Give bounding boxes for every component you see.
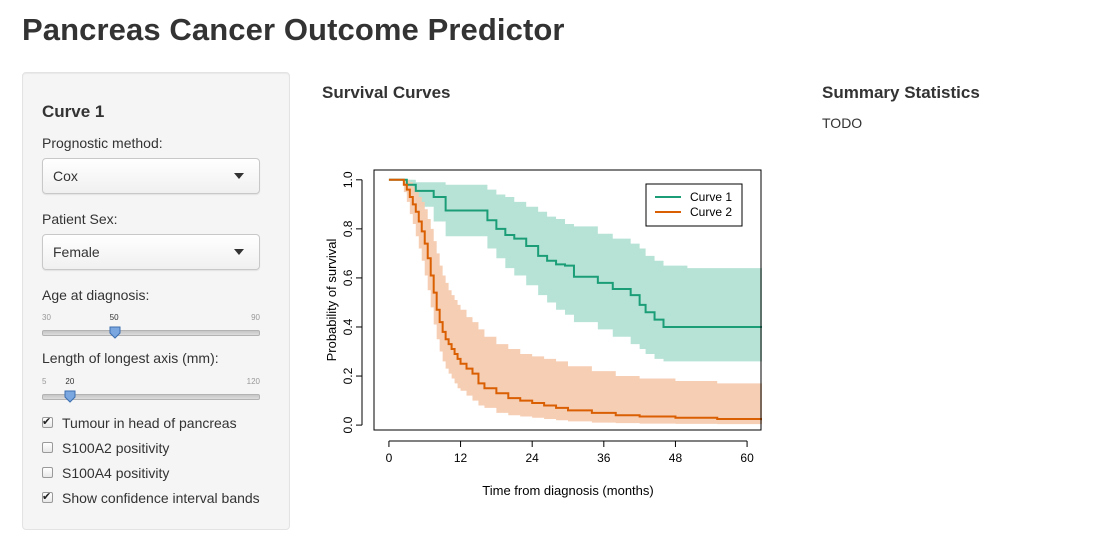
- checkmark-icon: ✔: [42, 416, 52, 428]
- checkbox-label: S100A2 positivity: [62, 440, 170, 456]
- survival-line-series-2: [388, 178, 762, 421]
- plot-frame: [373, 169, 762, 431]
- chevron-down-icon: [234, 249, 244, 255]
- y-tick-label: 0.0: [341, 416, 355, 433]
- survival-line-series-1: [388, 178, 762, 328]
- y-tick-label: 0.4: [341, 318, 355, 335]
- ci-band-series-1: [388, 179, 762, 362]
- age-slider-handle[interactable]: [109, 326, 121, 339]
- x-tick-label: 36: [597, 451, 611, 465]
- app-title: Pancreas Cancer Outcome Predictor: [22, 12, 565, 47]
- length-slider-max: 120: [246, 377, 260, 386]
- x-axis: 0 12 24 36 48 60: [386, 440, 754, 465]
- age-label: Age at diagnosis:: [42, 287, 150, 303]
- length-slider-value: 20: [65, 377, 75, 386]
- prognostic-method-label: Prognostic method:: [42, 135, 163, 151]
- age-slider[interactable]: 30 50 90: [42, 313, 260, 347]
- age-slider-track[interactable]: [42, 330, 260, 336]
- legend-box: [645, 183, 743, 227]
- age-slider-max: 90: [251, 313, 260, 322]
- x-tick-label: 24: [526, 451, 540, 465]
- checkbox-box[interactable]: ✔: [42, 491, 53, 503]
- ci-band-series-2: [388, 179, 762, 425]
- age-slider-min: 30: [42, 313, 51, 322]
- checkbox-box[interactable]: ✔: [42, 416, 53, 428]
- x-tick-label: 60: [740, 451, 754, 465]
- legend-label: Curve 2: [690, 205, 732, 219]
- summary-statistics-title: Summary Statistics: [822, 83, 980, 102]
- checkbox-label: S100A4 positivity: [62, 465, 170, 481]
- checkbox-label: Show confidence interval bands: [62, 490, 260, 506]
- patient-sex-label: Patient Sex:: [42, 211, 118, 227]
- x-axis-label: Time from diagnosis (months): [482, 483, 653, 498]
- checkmark-icon: ✔: [42, 491, 52, 503]
- patient-sex-select[interactable]: Female: [42, 234, 260, 270]
- patient-sex-value: Female: [53, 244, 100, 260]
- survival-curves-title: Survival Curves: [322, 83, 451, 102]
- survival-lines: [388, 178, 762, 421]
- x-tick-label: 12: [454, 451, 468, 465]
- y-tick-label: 0.6: [341, 269, 355, 286]
- y-axis-label: Probability of survival: [324, 238, 339, 361]
- y-tick-label: 0.2: [341, 367, 355, 384]
- chevron-down-icon: [234, 173, 244, 179]
- length-slider[interactable]: 5 20 120: [42, 377, 260, 411]
- checkbox-box[interactable]: [42, 442, 53, 453]
- checkbox-box[interactable]: [42, 467, 53, 478]
- legend-label: Curve 1: [690, 190, 732, 204]
- length-slider-handle[interactable]: [64, 390, 76, 403]
- y-tick-label: 0.8: [341, 220, 355, 237]
- length-slider-track[interactable]: [42, 394, 260, 400]
- y-axis: 0.0 0.2 0.4 0.6 0.8 1.0: [341, 171, 363, 433]
- curve-heading: Curve 1: [42, 102, 105, 121]
- length-label: Length of longest axis (mm):: [42, 350, 219, 366]
- prognostic-method-value: Cox: [53, 168, 78, 184]
- age-slider-value: 50: [109, 313, 119, 322]
- sidebar-panel: Curve 1 Prognostic method: Cox Patient S…: [22, 72, 290, 530]
- survival-plot: 0 12 24 36 48 60 0.0 0.2 0.4 0.6 0.8 1.0 Time from…: [324, 169, 762, 498]
- length-slider-min: 5: [42, 377, 47, 386]
- x-tick-label: 0: [386, 451, 393, 465]
- confidence-bands: [388, 179, 762, 425]
- summary-text: TODO: [822, 115, 863, 131]
- checkbox-label: Tumour in head of pancreas: [62, 415, 237, 431]
- x-tick-label: 48: [669, 451, 683, 465]
- prognostic-method-select[interactable]: Cox: [42, 158, 260, 194]
- y-tick-label: 1.0: [341, 171, 355, 188]
